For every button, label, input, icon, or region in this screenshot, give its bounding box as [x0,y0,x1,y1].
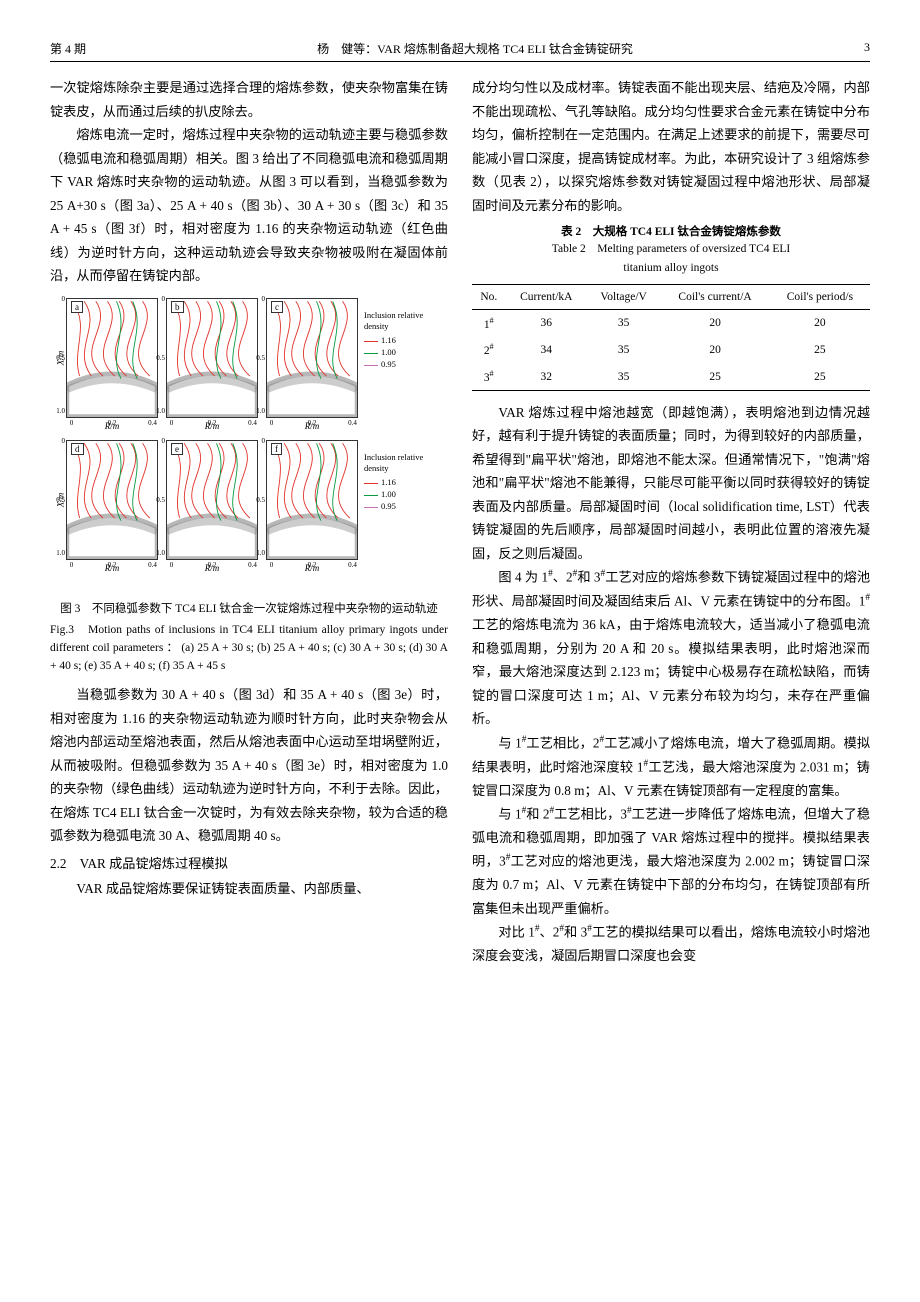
fig3-caption-zh: 图 3 不同稳弧参数下 TC4 ELI 钛合金一次锭熔炼过程中夹杂物的运动轨迹 [50,600,448,618]
fig3-panel-e: e00.51.000.20.4R/m [166,440,258,560]
table2-col-header: Coil's period/s [770,284,870,309]
table2-cell: 35 [587,309,660,336]
fig3-panel-c: c00.51.000.20.4R/m [266,298,358,418]
fig3-panel-a: a00.51.000.20.4X/mR/m [66,298,158,418]
table2-cell: 20 [660,336,770,363]
fig3-xlabel: R/m [105,563,120,573]
right-p5: 与 1#和 2#工艺相比，3#工艺进一步降低了熔炼电流，但增大了稳弧电流和稳弧周… [472,802,870,920]
fig3-panel-label: d [71,443,84,455]
table2-caption-zh: 表 2 大规格 TC4 ELI 钛合金铸锭熔炼参数 [472,223,870,239]
fig3-legend: Inclusion relative density1.161.000.95 [362,452,448,513]
table-row: 3#32352525 [472,363,870,390]
table2-cell: 20 [770,309,870,336]
left-p3: 当稳弧参数为 30 A + 40 s（图 3d）和 35 A + 40 s（图 … [50,683,448,848]
running-header: 第 4 期 杨 健等：VAR 熔炼制备超大规格 TC4 ELI 钛合金铸锭研究 … [50,40,870,62]
table-2: No.Current/kAVoltage/VCoil's current/ACo… [472,284,870,391]
table2-cell: 25 [660,363,770,390]
table2-cell: 20 [660,309,770,336]
table2-cell: 34 [506,336,587,363]
right-p6: 对比 1#、2#和 3#工艺的模拟结果可以看出，熔炼电流较小时熔池深度会变浅，凝… [472,920,870,967]
right-p1: 成分均匀性以及成材率。铸锭表面不能出现夹层、结疤及冷隔，内部不能出现疏松、气孔等… [472,76,870,217]
running-title: 杨 健等：VAR 熔炼制备超大规格 TC4 ELI 钛合金铸锭研究 [317,40,633,57]
table2-cell: 2# [472,336,506,363]
table2-col-header: No. [472,284,506,309]
fig3-panel-label: e [171,443,183,455]
fig3-panel-label: f [271,443,282,455]
table2-cell: 35 [587,363,660,390]
left-p4: VAR 成品锭熔炼要保证铸锭表面质量、内部质量、 [50,877,448,901]
table-row: 2#34352025 [472,336,870,363]
left-column: 一次锭熔炼除杂主要是通过选择合理的熔炼参数，使夹杂物富集在铸锭表皮，从而通过后续… [50,76,448,968]
fig3-xlabel: R/m [205,421,220,431]
fig3-xlabel: R/m [205,563,220,573]
fig3-panel-b: b00.51.000.20.4R/m [166,298,258,418]
fig3-panel-label: a [71,301,83,313]
table2-cell: 3# [472,363,506,390]
right-p4: 与 1#工艺相比，2#工艺减小了熔炼电流，增大了稳弧周期。模拟结果表明，此时熔池… [472,731,870,802]
issue-label: 第 4 期 [50,40,86,57]
table2-caption-en-l1: Table 2 Melting parameters of oversized … [472,241,870,258]
table2-cell: 32 [506,363,587,390]
left-p1: 一次锭熔炼除杂主要是通过选择合理的熔炼参数，使夹杂物富集在铸锭表皮，从而通过后续… [50,76,448,123]
table2-cell: 25 [770,336,870,363]
figure-3: a00.51.000.20.4X/mR/mb00.51.000.20.4R/mc… [50,298,448,676]
right-p3: 图 4 为 1#、2#和 3#工艺对应的熔炼参数下铸锭凝固过程中的熔池形状、局部… [472,565,870,730]
table-row: 1#36352020 [472,309,870,336]
table2-cell: 36 [506,309,587,336]
fig3-xlabel: R/m [105,421,120,431]
right-column: 成分均匀性以及成材率。铸锭表面不能出现夹层、结疤及冷隔，内部不能出现疏松、气孔等… [472,76,870,968]
fig3-ylabel: X/m [55,350,65,365]
fig3-xlabel: R/m [305,421,320,431]
fig3-panel-d: d00.51.000.20.4X/mR/m [66,440,158,560]
table2-col-header: Current/kA [506,284,587,309]
fig3-legend: Inclusion relative density1.161.000.95 [362,310,448,371]
fig3-panel-label: c [271,301,283,313]
table2-cell: 1# [472,309,506,336]
fig3-caption-en: Fig.3 Motion paths of inclusions in TC4 … [50,622,448,675]
page-number: 3 [864,40,870,57]
fig3-xlabel: R/m [305,563,320,573]
section-2-2-heading: 2.2 VAR 成品锭熔炼过程模拟 [50,852,448,876]
fig3-panel-label: b [171,301,184,313]
fig3-ylabel: X/m [55,492,65,507]
table2-col-header: Voltage/V [587,284,660,309]
table2-cell: 25 [770,363,870,390]
table2-col-header: Coil's current/A [660,284,770,309]
left-p2: 熔炼电流一定时，熔炼过程中夹杂物的运动轨迹主要与稳弧参数（稳弧电流和稳弧周期）相… [50,123,448,288]
table2-caption-en-l2: titanium alloy ingots [472,260,870,277]
table2-cell: 35 [587,336,660,363]
fig3-panel-f: f00.51.000.20.4R/m [266,440,358,560]
right-p2: VAR 熔炼过程中熔池越宽（即越饱满），表明熔池到边情况越好，越有利于提升铸锭的… [472,401,870,566]
